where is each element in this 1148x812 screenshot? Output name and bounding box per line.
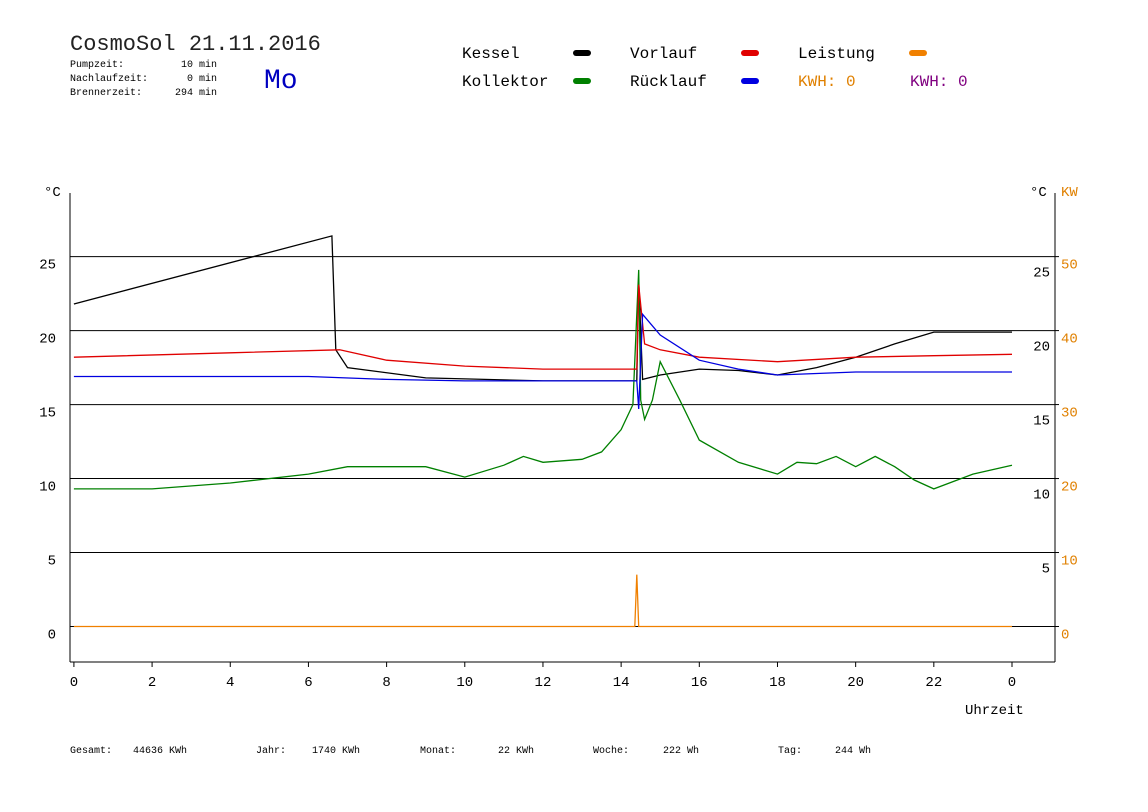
x-tick-label: 6 <box>304 675 312 691</box>
info-label: Brennerzeit: <box>70 87 142 99</box>
series-line <box>73 574 1012 628</box>
y-tick-label: 15 <box>39 406 56 422</box>
y-tick-label: 0 <box>48 627 56 643</box>
footer-value: 244 Wh <box>835 745 871 757</box>
kwh-label: KWH: 0 <box>798 73 856 91</box>
footer-value: 22 KWh <box>498 745 534 757</box>
y2-tick-label: 30 <box>1061 406 1078 422</box>
x-axis-label: Uhrzeit <box>965 703 1024 719</box>
x-tick-label: 12 <box>535 675 552 691</box>
y-right-tick-label: 15 <box>1033 414 1050 430</box>
series-line <box>73 269 1013 490</box>
y2-tick-label: 50 <box>1061 258 1078 274</box>
footer-label: Tag: <box>778 746 802 757</box>
footer-label: Woche: <box>593 745 629 757</box>
y2-tick-label: 40 <box>1061 332 1078 348</box>
legend-label: Leistung <box>798 45 875 63</box>
x-tick-label: 2 <box>148 675 156 691</box>
footer-value: 222 Wh <box>663 745 699 757</box>
footer-value: 44636 KWh <box>133 745 187 757</box>
x-tick-label: 0 <box>70 675 78 691</box>
x-tick-label: 4 <box>226 675 234 691</box>
y2-axis-label: KW <box>1061 185 1078 201</box>
y2-tick-label: 20 <box>1061 480 1078 496</box>
footer-value: 1740 KWh <box>312 745 360 757</box>
x-tick-label: 22 <box>925 675 942 691</box>
y-tick-label: 20 <box>39 332 56 348</box>
y-tick-label: 10 <box>39 480 56 496</box>
footer-label: Monat: <box>420 746 456 757</box>
y-tick-label: 5 <box>48 554 56 570</box>
y-right-tick-label: 20 <box>1033 340 1050 356</box>
x-tick-label: 0 <box>1008 675 1016 691</box>
x-tick-label: 8 <box>382 675 390 691</box>
info-label: Nachlaufzeit: <box>70 73 148 85</box>
x-tick-label: 18 <box>769 675 786 691</box>
y-axis-label: °C <box>44 185 61 201</box>
y2-axis-label-c: °C <box>1030 185 1047 201</box>
x-tick-label: 16 <box>691 675 708 691</box>
legend-label: Kessel <box>462 45 520 63</box>
legend-label: Vorlauf <box>630 45 697 63</box>
chart-title: CosmoSol 21.11.2016 <box>70 32 321 57</box>
x-tick-label: 10 <box>456 675 473 691</box>
x-tick-label: 20 <box>847 675 864 691</box>
y-right-tick-label: 5 <box>1042 562 1050 578</box>
footer-label: Jahr: <box>256 745 286 757</box>
x-tick-label: 14 <box>613 675 630 691</box>
legend-label: Rücklauf <box>630 73 707 91</box>
y2-tick-label: 0 <box>1061 627 1069 643</box>
legend-label: Kollektor <box>462 73 548 91</box>
series-line <box>73 312 1012 410</box>
weekday: Mo <box>264 66 298 97</box>
y-right-tick-label: 25 <box>1033 266 1050 282</box>
info-value: 0 min <box>187 73 217 85</box>
info-label: Pumpzeit: <box>70 59 124 71</box>
series-line <box>73 284 1013 370</box>
info-value: 10 min <box>181 59 217 71</box>
y2-tick-label: 10 <box>1061 554 1078 570</box>
footer-label: Gesamt: <box>70 746 112 757</box>
series-line <box>73 235 1012 382</box>
y-right-tick-label: 10 <box>1033 488 1050 504</box>
info-value: 294 min <box>175 87 217 99</box>
y-tick-label: 25 <box>39 258 56 274</box>
kwh-label: KWH: 0 <box>910 73 968 91</box>
